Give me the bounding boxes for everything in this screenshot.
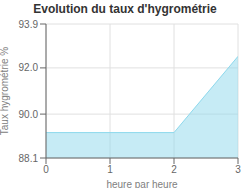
svg-text:93.9: 93.9 [19, 19, 39, 30]
svg-text:88.1: 88.1 [19, 153, 39, 164]
svg-text:Taux hygrométrie %: Taux hygrométrie % [8, 47, 10, 135]
html-text:Evolution du taux d'hygrométri: Evolution du taux d'hygrométrie [33, 2, 217, 16]
svg-text:3: 3 [235, 164, 241, 175]
svg-text:92.0: 92.0 [19, 62, 39, 73]
svg-text:1: 1 [107, 164, 113, 175]
svg-text:90.0: 90.0 [19, 109, 39, 120]
svg-text:2: 2 [171, 164, 177, 175]
svg-text:0: 0 [43, 164, 49, 175]
svg-text:heure par heure: heure par heure [106, 179, 178, 188]
